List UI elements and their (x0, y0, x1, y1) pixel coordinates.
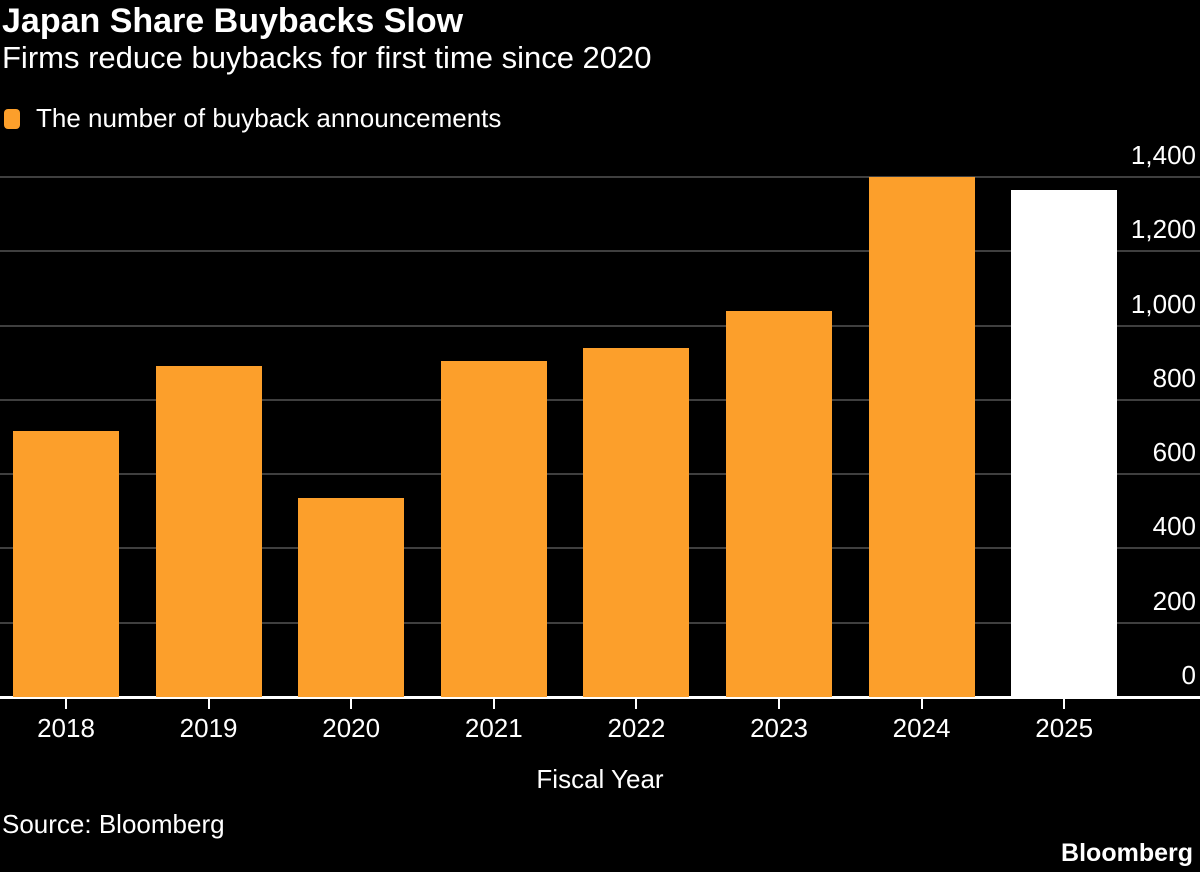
y-tick-label-0: 0 (1181, 660, 1196, 690)
x-tick-label-2021: 2021 (464, 713, 523, 743)
bar-2023 (726, 310, 832, 697)
x-tick-label-2024: 2024 (892, 713, 951, 743)
bar-2024 (868, 177, 975, 697)
brand-logo: Bloomberg (1061, 839, 1193, 867)
x-tick-label-2020: 2020 (322, 713, 381, 743)
x-tick-mark-2025 (1063, 699, 1066, 709)
legend-swatch-icon (4, 108, 20, 129)
bar-2019 (155, 366, 262, 697)
chart-title: Japan Share Buybacks Slow (2, 2, 464, 40)
x-tick-label-2019: 2019 (179, 713, 238, 743)
gridline-1,000 (0, 324, 1200, 327)
x-tick-label-2023: 2023 (750, 713, 808, 743)
x-tick-label-2025: 2025 (1035, 713, 1094, 743)
y-tick-label-400: 400 (1152, 511, 1196, 542)
x-tick-mark-2024 (920, 699, 923, 709)
x-axis-line (0, 696, 1200, 699)
x-tick-mark-2023 (778, 699, 780, 709)
bar-2022 (583, 347, 690, 697)
bar-2021 (440, 360, 547, 697)
x-tick-mark-2022 (635, 699, 638, 709)
x-tick-mark-2020 (350, 699, 353, 709)
gridline-1,200 (0, 250, 1200, 253)
y-tick-label-600: 600 (1152, 437, 1196, 468)
bar-2018 (13, 431, 119, 697)
y-tick-label-1,200: 1,200 (1130, 214, 1196, 245)
source-note: Source: Bloomberg (2, 809, 225, 839)
y-tick-label-800: 800 (1152, 362, 1196, 393)
x-axis-title: Fiscal Year (536, 764, 664, 794)
x-tick-label-2018: 2018 (37, 713, 95, 743)
x-tick-label-2022: 2022 (607, 713, 666, 743)
bar-2020 (298, 498, 405, 697)
chart-subtitle: Firms reduce buybacks for first time sin… (2, 40, 652, 75)
y-tick-label-1,000: 1,000 (1130, 288, 1196, 319)
legend-label: The number of buyback announcements (36, 103, 502, 133)
x-tick-mark-2021 (492, 699, 495, 709)
legend: The number of buyback announcements (4, 103, 501, 134)
y-tick-label-1,400: 1,400 (1130, 140, 1196, 170)
x-tick-mark-2018 (65, 699, 67, 709)
gridline-1,400 (0, 176, 1200, 178)
y-tick-label-200: 200 (1152, 585, 1196, 616)
x-tick-mark-2019 (207, 699, 210, 709)
bar-2025 (1011, 190, 1118, 697)
